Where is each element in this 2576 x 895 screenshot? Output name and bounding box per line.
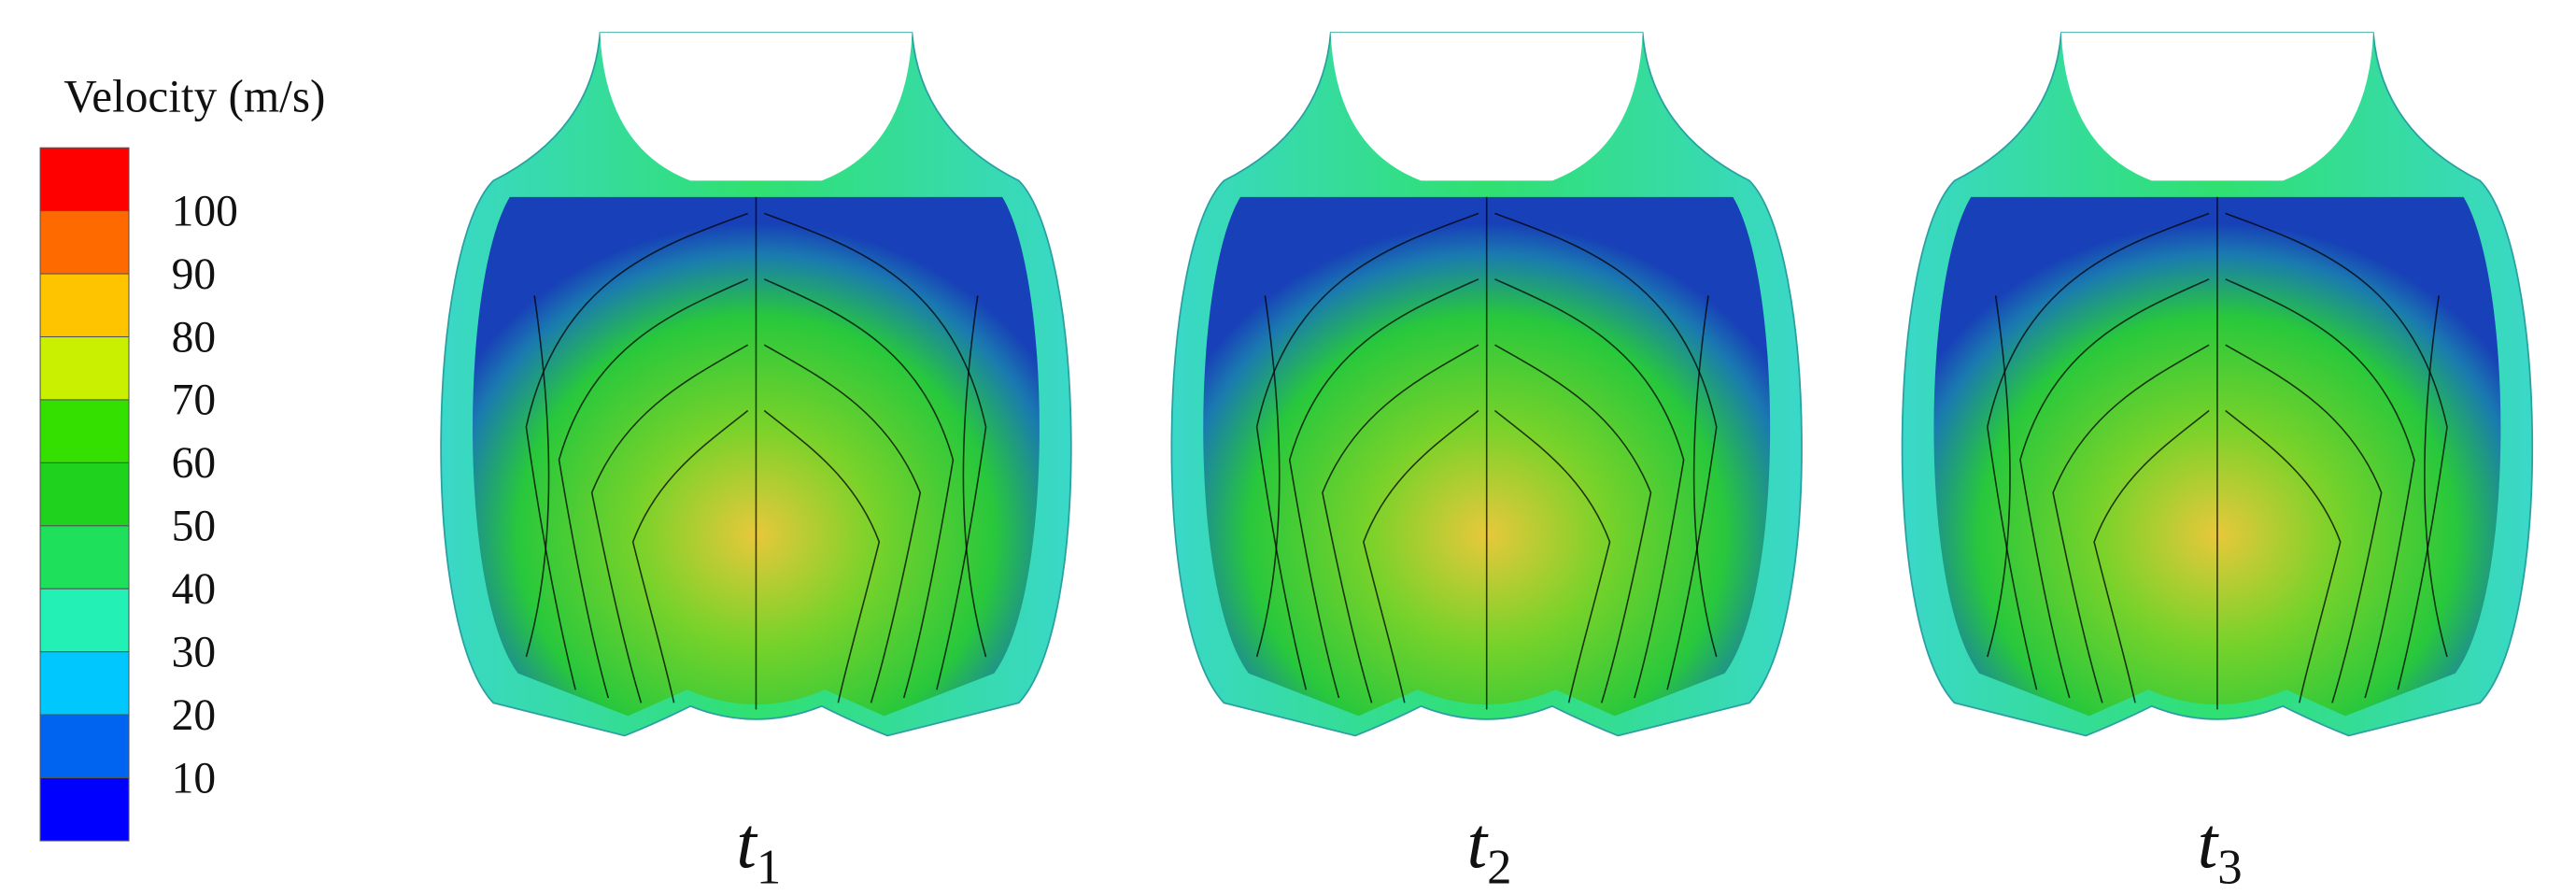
panel-labels: t1 t2 t3 xyxy=(736,803,2242,895)
panel-symbol: t xyxy=(2198,803,2220,883)
panel-symbol: t xyxy=(1467,803,1490,883)
color-swatch xyxy=(39,714,130,779)
legend-label: 70 xyxy=(172,376,216,425)
color-swatch xyxy=(39,525,130,590)
legend-label: 80 xyxy=(172,313,216,362)
legend-label: 30 xyxy=(172,629,216,677)
legend-label: 20 xyxy=(172,691,216,740)
panel-t1 xyxy=(440,32,1072,737)
legend-label: 50 xyxy=(172,503,216,551)
color-swatch xyxy=(39,462,130,527)
color-swatch xyxy=(39,335,130,401)
panel-label: t1 xyxy=(736,803,781,895)
color-swatch xyxy=(39,210,130,275)
panel-symbol: t xyxy=(736,803,758,883)
color-swatch xyxy=(39,651,130,716)
legend-label: 60 xyxy=(172,439,216,488)
panel-label: t3 xyxy=(2198,803,2243,895)
panel-t2 xyxy=(1170,32,1803,737)
panel-subscript: 1 xyxy=(757,841,781,895)
legend-label: 90 xyxy=(172,250,216,299)
color-swatch xyxy=(39,777,130,842)
panel-subscript: 2 xyxy=(1487,841,1511,895)
panel-t3 xyxy=(1901,32,2534,737)
color-swatch xyxy=(39,588,130,653)
color-swatch xyxy=(39,273,130,338)
legend-label: 100 xyxy=(172,187,238,235)
color-swatch xyxy=(39,399,130,463)
panel-label: t2 xyxy=(1467,803,1512,895)
colorbar: 100 90 80 70 60 50 40 30 20 10 xyxy=(39,147,238,842)
color-swatch xyxy=(39,147,130,212)
panel-subscript: 3 xyxy=(2217,841,2242,895)
legend-label: 10 xyxy=(172,754,216,803)
legend-title: Velocity (m/s) xyxy=(64,71,325,122)
legend-label: 40 xyxy=(172,565,216,614)
